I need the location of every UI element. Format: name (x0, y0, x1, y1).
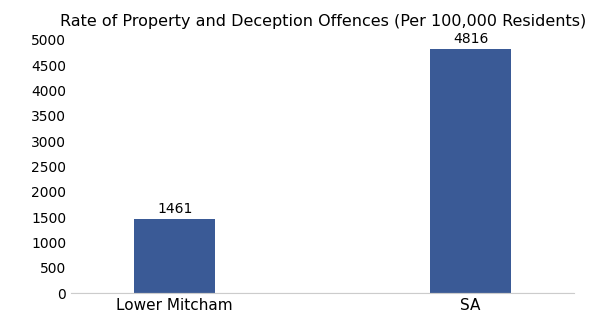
Title: Rate of Property and Deception Offences (Per 100,000 Residents): Rate of Property and Deception Offences … (60, 14, 585, 29)
Text: 1461: 1461 (157, 202, 192, 216)
Bar (134, 219, 215, 293)
Bar (430, 49, 511, 293)
Text: 4816: 4816 (453, 33, 488, 47)
